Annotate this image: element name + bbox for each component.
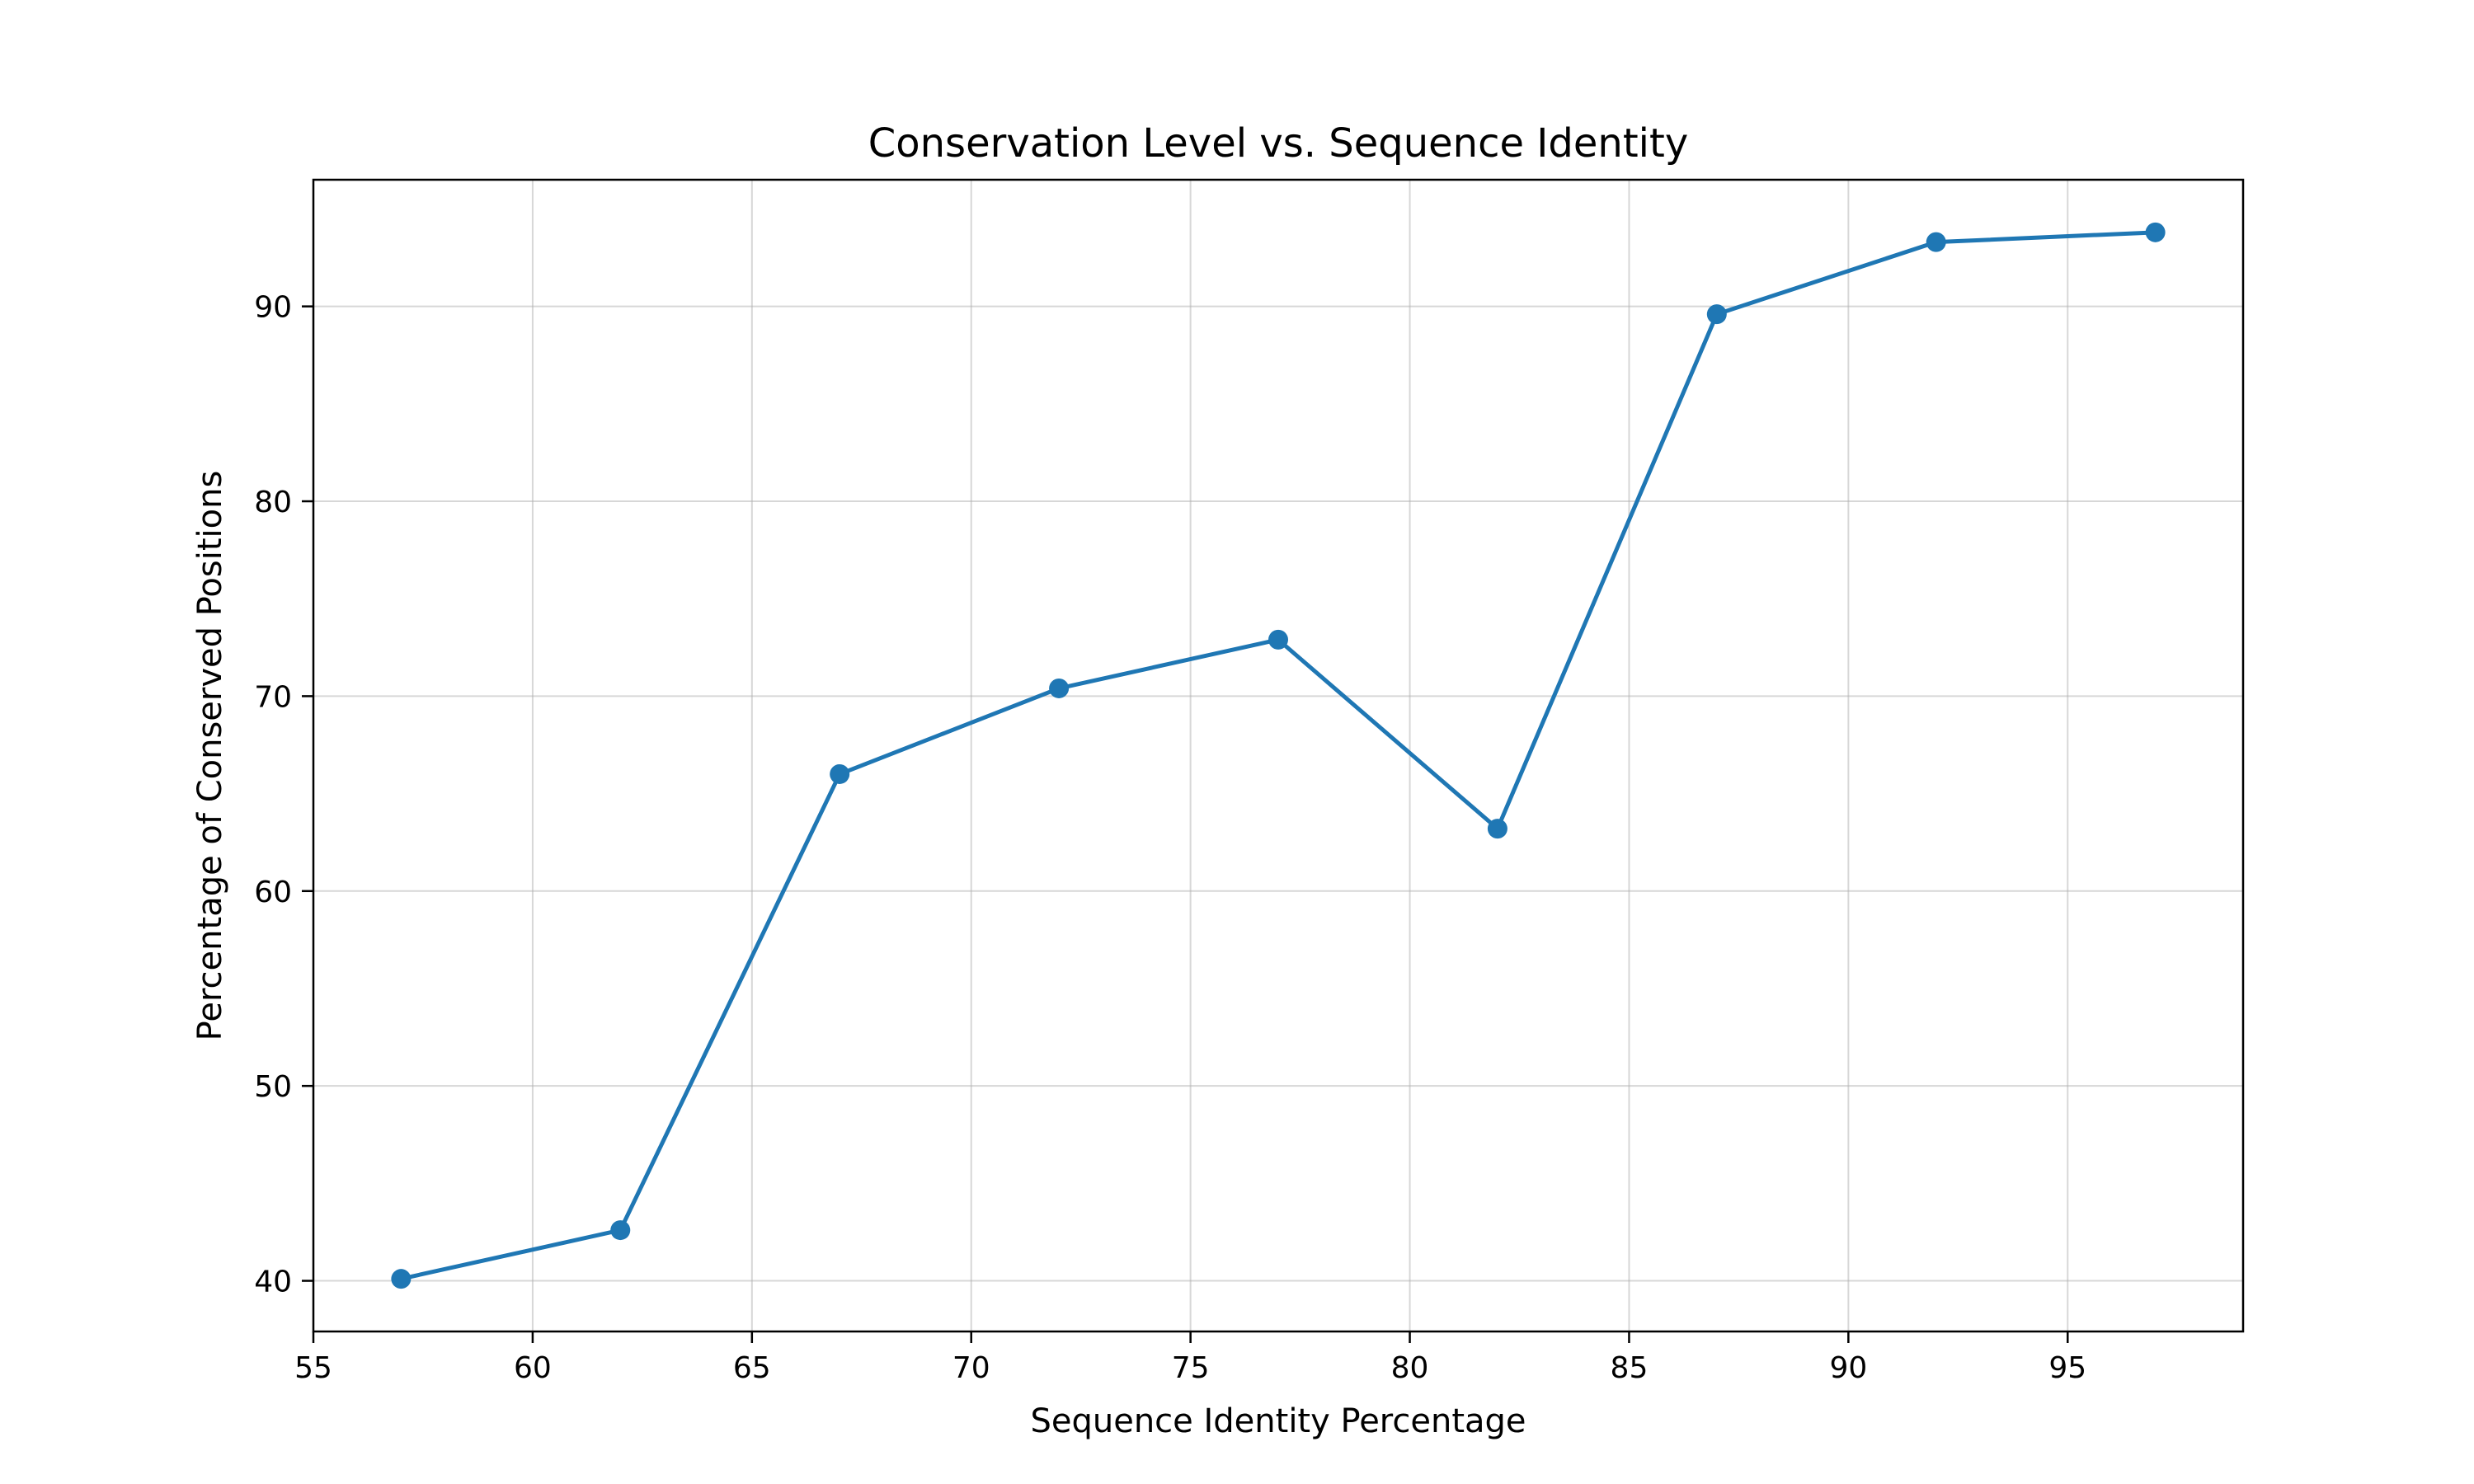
- x-tick-label: 80: [1391, 1351, 1429, 1385]
- x-axis: 55 60 65 70 75 80 85 90 95: [294, 1331, 2086, 1385]
- data-point: [1487, 819, 1507, 839]
- data-point: [391, 1269, 412, 1289]
- series-layer: [391, 222, 2166, 1289]
- data-point: [1049, 678, 1070, 698]
- y-tick-label: 50: [254, 1070, 292, 1104]
- data-point: [2145, 222, 2166, 242]
- data-point: [1926, 232, 1946, 252]
- x-tick-label: 75: [1172, 1351, 1210, 1385]
- chart-title: Conservation Level vs. Sequence Identity: [868, 120, 1688, 167]
- x-tick-label: 70: [952, 1351, 990, 1385]
- x-tick-label: 55: [294, 1351, 332, 1385]
- y-tick-label: 60: [254, 876, 292, 909]
- x-tick-label: 60: [514, 1351, 552, 1385]
- data-point: [610, 1220, 631, 1241]
- y-tick-label: 90: [254, 291, 292, 325]
- y-axis-title: Percentage of Conserved Positions: [191, 471, 229, 1041]
- y-tick-label: 70: [254, 680, 292, 714]
- x-tick-label: 95: [2048, 1351, 2086, 1385]
- plot-frame: [312, 178, 2245, 1333]
- data-point: [1706, 304, 1727, 325]
- x-tick-label: 65: [733, 1351, 771, 1385]
- y-tick-label: 80: [254, 486, 292, 519]
- series-line: [398, 230, 2158, 1281]
- y-tick-label: 40: [254, 1266, 292, 1299]
- y-axis: 40 50 60 70 80 90: [254, 291, 313, 1299]
- data-point: [1268, 629, 1288, 650]
- x-tick-label: 90: [1829, 1351, 1867, 1385]
- data-point: [830, 763, 850, 784]
- grid: [313, 180, 2243, 1331]
- x-tick-label: 85: [1611, 1351, 1649, 1385]
- x-axis-title: Sequence Identity Percentage: [1030, 1402, 1526, 1440]
